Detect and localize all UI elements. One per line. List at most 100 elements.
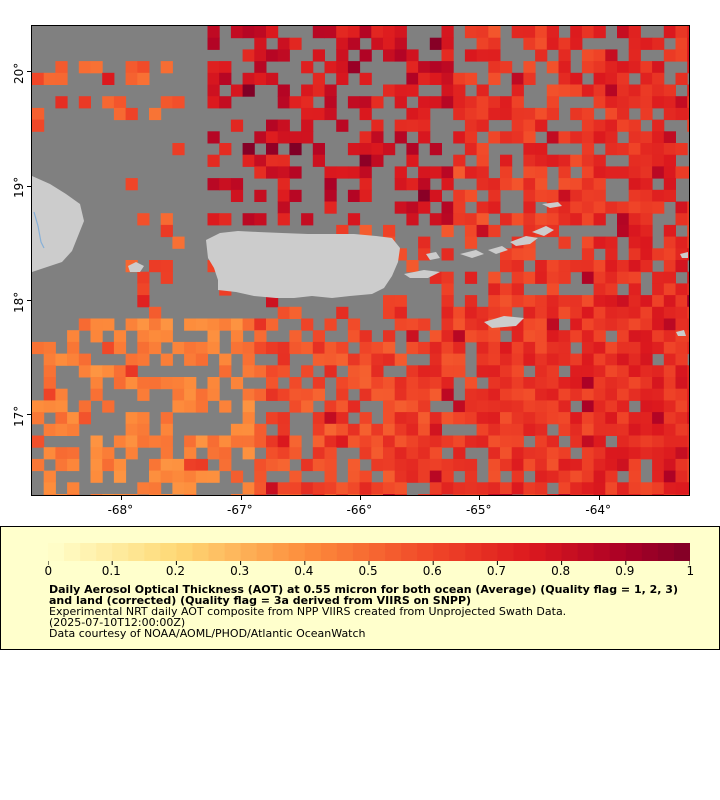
aot-pixel xyxy=(687,447,689,460)
aot-pixel xyxy=(652,248,665,261)
aot-pixel xyxy=(675,435,688,448)
aot-pixel xyxy=(230,341,244,355)
colorbar-tick-label: 0 xyxy=(44,564,53,578)
aot-pixel xyxy=(383,143,396,156)
aot-pixel xyxy=(195,353,208,366)
lat-tick-label: 17° xyxy=(12,405,26,427)
aot-pixel xyxy=(687,283,689,296)
aot-pixel xyxy=(663,482,676,495)
aot-pixel xyxy=(617,26,630,39)
aot-pixel xyxy=(652,61,665,74)
aot-pixel xyxy=(535,423,548,436)
aot-pixel xyxy=(535,458,548,472)
aot-pixel xyxy=(663,388,676,401)
aot-pixel xyxy=(570,154,583,167)
aot-pixel xyxy=(137,412,150,425)
aot-pixel xyxy=(523,131,536,144)
aot-pixel xyxy=(675,201,688,214)
aot-pixel xyxy=(371,37,384,50)
colorbar-tick-label: 0.4 xyxy=(294,564,314,578)
legend-title: Daily Aerosol Optical Thickness (AOT) at… xyxy=(49,583,678,607)
aot-pixel xyxy=(652,201,665,214)
aot-pixel xyxy=(254,189,267,202)
aot-pixel xyxy=(675,482,688,495)
aot-pixel xyxy=(500,166,513,179)
aot-pixel xyxy=(289,470,302,483)
aot-pixel xyxy=(535,37,548,50)
aot-pixel xyxy=(640,84,653,97)
aot-pixel xyxy=(207,96,220,109)
aot-pixel xyxy=(500,482,513,495)
aot-pixel xyxy=(488,295,501,308)
aot-pixel xyxy=(43,423,56,436)
aot-pixel xyxy=(628,341,641,355)
aot-pixel xyxy=(476,96,489,109)
aot-pixel xyxy=(371,154,384,167)
aot-pixel xyxy=(500,388,513,401)
aot-pixel xyxy=(581,318,595,331)
aot-pixel xyxy=(687,166,689,179)
aot-pixel xyxy=(640,260,653,273)
aot-pixel xyxy=(535,388,548,401)
aot-pixel xyxy=(523,353,536,366)
aot-pixel xyxy=(687,365,689,378)
aot-pixel xyxy=(184,353,197,366)
aot-pixel xyxy=(336,412,349,425)
aot-pixel xyxy=(453,154,466,167)
aot-pixel xyxy=(359,388,372,401)
aot-pixel xyxy=(640,341,653,355)
aot-pixel xyxy=(628,458,641,472)
colorbar-swatch xyxy=(192,543,209,561)
aot-pixel xyxy=(371,119,384,132)
aot-pixel xyxy=(593,388,606,401)
aot-map[interactable] xyxy=(31,25,690,496)
aot-pixel xyxy=(617,143,630,156)
aot-pixel xyxy=(593,72,606,85)
colorbar-swatch xyxy=(144,543,161,561)
aot-pixel xyxy=(581,470,595,483)
colorbar-tick-label: 0.9 xyxy=(615,564,635,578)
aot-pixel xyxy=(675,377,688,390)
aot-pixel xyxy=(663,96,676,109)
aot-pixel xyxy=(172,458,185,472)
aot-pixel xyxy=(90,388,103,401)
aot-pixel xyxy=(207,178,220,191)
aot-pixel xyxy=(324,318,337,331)
aot-pixel xyxy=(125,72,138,85)
aot-pixel xyxy=(453,131,466,144)
aot-pixel xyxy=(125,178,138,191)
aot-pixel xyxy=(371,388,384,401)
aot-pixel xyxy=(652,166,665,179)
aot-pixel xyxy=(43,353,56,366)
aot-pixel xyxy=(429,435,442,448)
aot-pixel xyxy=(336,482,349,495)
aot-pixel xyxy=(652,494,665,495)
aot-pixel xyxy=(628,119,641,132)
aot-pixel xyxy=(617,271,630,284)
aot-pixel xyxy=(90,470,103,483)
aot-pixel xyxy=(581,435,595,448)
aot-pixel xyxy=(628,353,641,366)
aot-pixel xyxy=(605,61,618,74)
aot-pixel xyxy=(383,353,396,366)
aot-pixel xyxy=(640,37,653,50)
aot-pixel xyxy=(546,330,559,343)
aot-pixel xyxy=(488,61,501,74)
aot-pixel xyxy=(675,166,688,179)
aot-pixel xyxy=(558,447,571,460)
aot-pixel xyxy=(488,107,501,121)
aot-pixel xyxy=(476,119,489,132)
aot-pixel xyxy=(628,388,641,401)
aot-pixel xyxy=(453,412,466,425)
aot-pixel xyxy=(184,458,197,472)
aot-pixel xyxy=(90,494,103,495)
aot-pixel xyxy=(523,388,536,401)
aot-pixel xyxy=(617,295,630,308)
aot-pixel xyxy=(406,470,419,483)
aot-pixel xyxy=(605,447,618,460)
colorbar-tick-label: 0.6 xyxy=(422,564,442,578)
aot-pixel xyxy=(546,96,559,109)
aot-pixel xyxy=(558,166,571,179)
aot-pixel xyxy=(675,494,688,495)
aot-pixel xyxy=(195,388,208,401)
